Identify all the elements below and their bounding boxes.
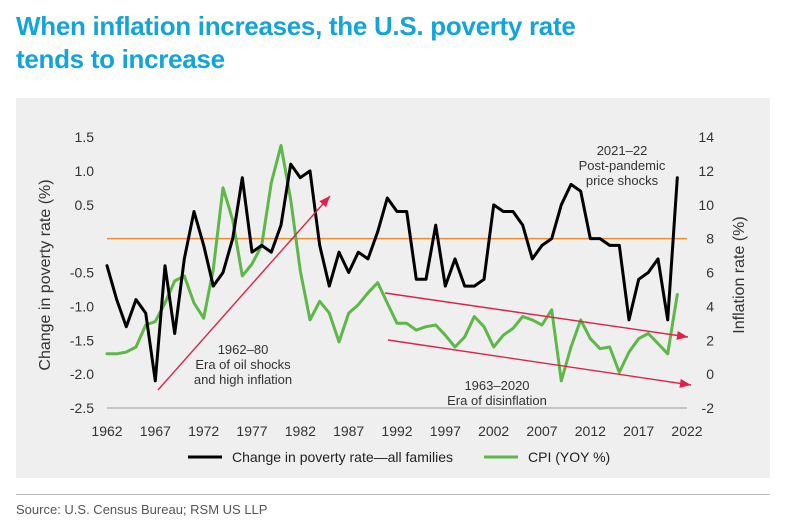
series-line-poverty (105, 162, 679, 383)
series-line-cpi (105, 144, 679, 383)
chart-panel (16, 98, 770, 478)
x-tick-label: 2022 (671, 423, 702, 439)
annotation-text: and high inflation (194, 372, 292, 387)
y-tick-label: 1.0 (75, 163, 95, 179)
y-tick-label: -1.5 (70, 332, 94, 348)
y2-tick-label: -2 (702, 400, 715, 416)
annotation-text: Era of disinflation (447, 393, 547, 408)
y-tick-label: -0.5 (70, 265, 94, 281)
y2-tick-label: 2 (706, 332, 714, 348)
x-tick-label: 1977 (236, 423, 267, 439)
x-tick-label: 2012 (575, 423, 606, 439)
y-axis-label: Change in poverty rate (%) (37, 179, 54, 370)
source-note: Source: U.S. Census Bureau; RSM US LLP (16, 502, 268, 517)
y-tick-label: -2.5 (70, 400, 94, 416)
annotation-text: 1963–2020 (464, 378, 529, 393)
footer-divider (16, 494, 770, 495)
trend-arrows (157, 195, 692, 391)
y2-tick-label: 12 (698, 163, 714, 179)
x-tick-label: 2017 (623, 423, 654, 439)
y2-tick-label: 6 (706, 265, 714, 281)
x-tick-label: 1962 (91, 423, 122, 439)
x-tick-label: 1967 (140, 423, 171, 439)
right-axis-ticks: 14 12 10 8 6 4 2 0 -2 (698, 129, 714, 416)
annotation-text: price shocks (586, 173, 659, 188)
y2-tick-label: 0 (706, 366, 714, 382)
y-tick-label: -2.0 (70, 366, 94, 382)
legend-label-cpi: CPI (YOY %) (528, 449, 610, 465)
x-tick-label: 2007 (526, 423, 557, 439)
annotation-text: Post-pandemic (579, 158, 666, 173)
legend: Change in poverty rate—all families CPI … (188, 449, 610, 465)
x-tick-label: 1987 (333, 423, 364, 439)
chart-title: When inflation increases, the U.S. pover… (16, 10, 716, 76)
y2-tick-label: 8 (706, 231, 714, 247)
y2-tick-label: 14 (698, 129, 714, 145)
y-tick-label: -1.0 (70, 298, 94, 314)
x-tick-label: 1992 (381, 423, 412, 439)
y2-axis-label: Inflation rate (%) (731, 216, 748, 333)
trend-arrow-disinflation-lower-head (679, 378, 691, 388)
y-tick-label: 1.5 (75, 129, 95, 145)
trend-arrow-oil-shocks-head (319, 196, 330, 208)
trend-arrow-disinflation-upper-head (676, 330, 688, 340)
x-tick-label: 1972 (188, 423, 219, 439)
legend-label-poverty: Change in poverty rate—all families (232, 449, 453, 465)
x-tick-label: 2002 (478, 423, 509, 439)
x-axis-ticks: 1962 1967 1972 1977 1982 1987 1992 1997 2002 2007… (91, 423, 702, 439)
chart-title-line-1: When inflation increases, the U.S. pover… (16, 11, 576, 41)
trend-arrow-disinflation-lower (387, 339, 692, 386)
annotation-text: 1962–80 (218, 342, 269, 357)
chart-title-line-2: tends to increase (16, 44, 225, 74)
y2-tick-label: 10 (698, 197, 714, 213)
trend-arrow-oil-shocks (157, 195, 331, 391)
x-tick-label: 1982 (285, 423, 316, 439)
left-axis-ticks: 1.5 1.0 0.5 -0.5 -1.0 -1.5 -2.0 -2.5 (70, 129, 94, 416)
annotation-text: Era of oil shocks (195, 357, 291, 372)
trend-arrow-disinflation-upper (384, 292, 689, 338)
x-tick-label: 1997 (430, 423, 461, 439)
y-tick-label: 0.5 (75, 197, 95, 213)
y2-tick-label: 4 (706, 298, 714, 314)
annotation-text: 2021–22 (597, 143, 648, 158)
series-layer (105, 144, 679, 383)
